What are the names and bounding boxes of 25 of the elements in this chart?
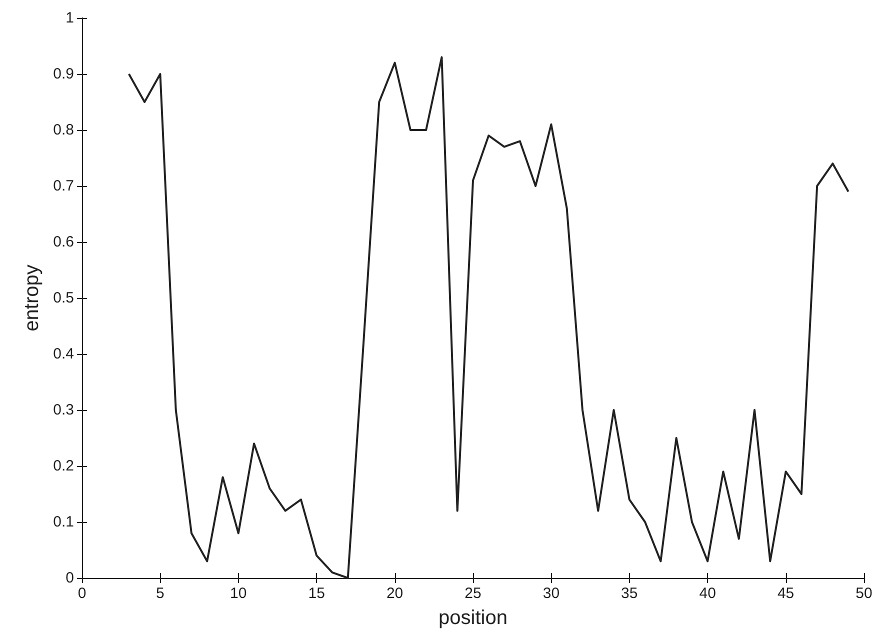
y-tick-label: 0.8 <box>53 122 74 138</box>
y-tick-label: 0.2 <box>53 458 74 474</box>
y-tick-label: 0.5 <box>53 290 74 306</box>
y-tick-label: 1 <box>66 10 74 26</box>
x-tick-label: 25 <box>464 585 482 602</box>
x-tick-label: 0 <box>78 585 86 602</box>
x-tick-label: 20 <box>386 585 404 602</box>
x-tick-label: 45 <box>777 585 794 602</box>
x-tick-label: 5 <box>156 585 164 602</box>
x-axis-title: position <box>438 607 508 629</box>
x-tick-label: 35 <box>621 585 638 602</box>
y-tick-label: 0 <box>66 570 74 586</box>
y-tick-label: 0.9 <box>53 66 74 82</box>
x-tick-label: 30 <box>542 585 560 602</box>
x-tick-label: 50 <box>856 585 872 602</box>
y-tick-label: 0.7 <box>53 178 74 194</box>
y-tick-label: 0.3 <box>53 402 74 418</box>
x-tick-label: 15 <box>308 585 325 602</box>
y-tick-label: 0.4 <box>53 346 74 362</box>
x-tick-label: 10 <box>230 585 247 602</box>
x-tick-label: 40 <box>699 585 716 602</box>
y-tick-label: 0.1 <box>53 514 74 530</box>
y-tick-label: 0.6 <box>53 234 74 250</box>
line-series <box>128 56 850 579</box>
y-axis-title: entropy <box>21 264 43 332</box>
